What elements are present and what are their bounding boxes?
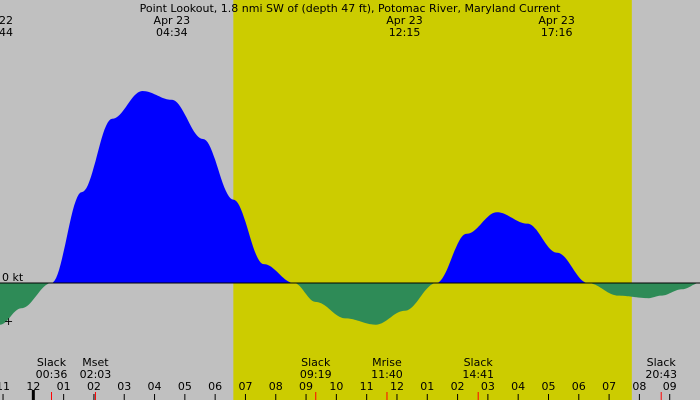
hour-label-8: 07 bbox=[238, 380, 252, 393]
flood-area bbox=[53, 91, 296, 283]
event-label-5: Slack bbox=[647, 356, 677, 369]
extremum-time-2: 12:15 bbox=[389, 26, 421, 39]
event-label-3: Mrise bbox=[372, 356, 402, 369]
hour-label-7: 06 bbox=[208, 380, 222, 393]
hour-label-14: 01 bbox=[420, 380, 434, 393]
ebb-area bbox=[295, 283, 438, 325]
event-time-2: 09:19 bbox=[300, 368, 332, 381]
ebb-area bbox=[0, 283, 53, 325]
event-label-4: Slack bbox=[464, 356, 494, 369]
hour-label-22: 09 bbox=[663, 380, 677, 393]
hour-label-3: 02 bbox=[87, 380, 101, 393]
hour-label-17: 04 bbox=[511, 380, 525, 393]
extremum-date-3: Apr 23 bbox=[538, 14, 575, 27]
hour-label-9: 08 bbox=[269, 380, 283, 393]
event-labels: Slack00:36Mset02:03Slack09:19Mrise11:40S… bbox=[36, 356, 677, 400]
hour-label-18: 05 bbox=[541, 380, 555, 393]
plus-marker: + bbox=[4, 315, 13, 328]
hour-label-4: 03 bbox=[117, 380, 131, 393]
hour-label-15: 02 bbox=[451, 380, 465, 393]
ebb-area bbox=[589, 283, 700, 299]
hour-label-6: 05 bbox=[178, 380, 192, 393]
extremum-date-0: 22 bbox=[0, 14, 13, 27]
extremum-date-1: Apr 23 bbox=[154, 14, 191, 27]
event-time-1: 02:03 bbox=[80, 368, 112, 381]
extremum-time-0: 44 bbox=[0, 26, 13, 39]
extremum-date-2: Apr 23 bbox=[386, 14, 423, 27]
hour-label-13: 12 bbox=[390, 380, 404, 393]
event-time-4: 14:41 bbox=[462, 368, 494, 381]
hour-label-1: 12 bbox=[26, 380, 40, 393]
event-label-0: Slack bbox=[37, 356, 67, 369]
flood-area bbox=[437, 212, 590, 283]
hour-label-21: 08 bbox=[632, 380, 646, 393]
hour-label-12: 11 bbox=[360, 380, 374, 393]
hour-label-0: 11 bbox=[0, 380, 10, 393]
extremum-time-1: 04:34 bbox=[156, 26, 188, 39]
chart-title: Point Lookout, 1.8 nmi SW of (depth 47 f… bbox=[140, 2, 561, 15]
time-axis: 11 12 01 02 03 04 05 06 07 08 09 10 11 12 01 02 03 04 05 06… bbox=[0, 380, 677, 400]
extremum-time-3: 17:16 bbox=[541, 26, 573, 39]
event-time-3: 11:40 bbox=[371, 368, 403, 381]
hour-label-11: 10 bbox=[329, 380, 343, 393]
hour-label-2: 01 bbox=[57, 380, 71, 393]
event-time-0: 00:36 bbox=[36, 368, 68, 381]
zero-label: 0 kt bbox=[2, 271, 24, 284]
hour-label-5: 04 bbox=[148, 380, 162, 393]
current-area bbox=[0, 91, 700, 325]
event-time-5: 20:43 bbox=[645, 368, 677, 381]
hour-label-19: 06 bbox=[572, 380, 586, 393]
daylight-band bbox=[233, 0, 632, 400]
hour-label-10: 09 bbox=[299, 380, 313, 393]
hour-label-16: 03 bbox=[481, 380, 495, 393]
hour-label-20: 07 bbox=[602, 380, 616, 393]
event-label-2: Slack bbox=[301, 356, 331, 369]
event-label-1: Mset bbox=[82, 356, 109, 369]
